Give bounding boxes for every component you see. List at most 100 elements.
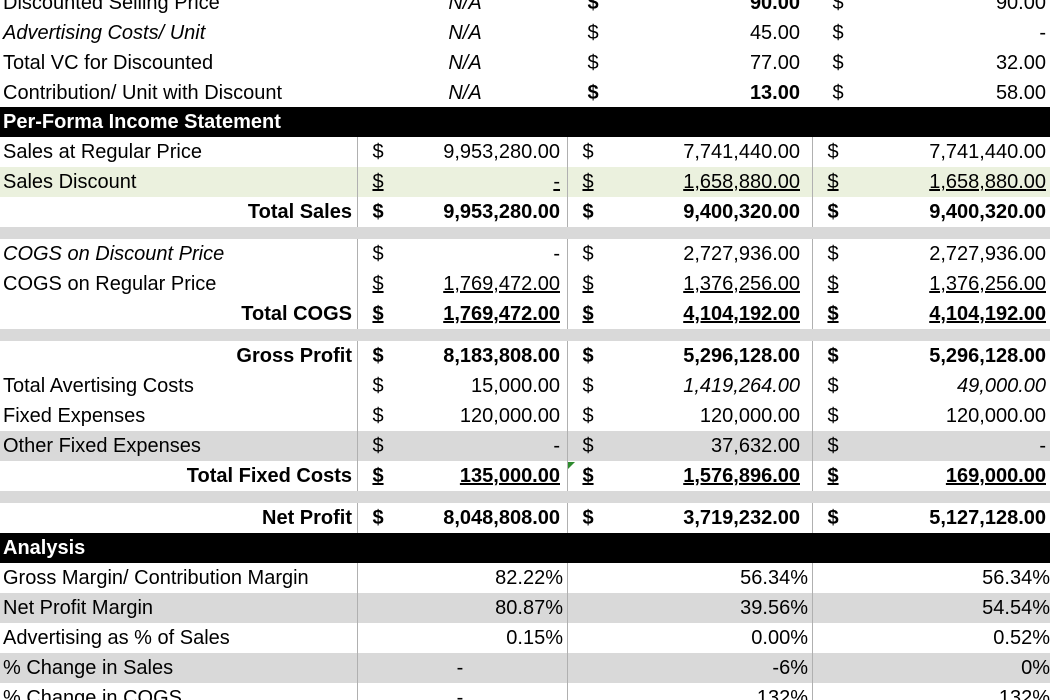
value-scenario-2[interactable]: 90.00 <box>749 0 800 14</box>
currency-symbol[interactable]: $ <box>582 243 594 265</box>
value-scenario-3[interactable]: 1,658,880.00 <box>929 171 1046 193</box>
currency-symbol[interactable]: $ <box>582 303 594 325</box>
value-scenario-1[interactable]: 80.87% <box>495 597 563 619</box>
currency-symbol[interactable]: $ <box>587 0 599 14</box>
currency-symbol[interactable]: $ <box>827 465 839 487</box>
currency-symbol[interactable]: $ <box>827 243 839 265</box>
currency-symbol[interactable]: $ <box>372 465 384 487</box>
value-scenario-3[interactable]: 132% <box>998 687 1050 700</box>
value-scenario-2[interactable]: 13.00 <box>749 82 800 104</box>
currency-symbol[interactable]: $ <box>827 345 839 367</box>
currency-symbol[interactable]: $ <box>827 405 839 427</box>
value-scenario-3[interactable]: - <box>1039 435 1046 457</box>
row-label[interactable]: Sales at Regular Price <box>3 141 202 163</box>
value-scenario-1[interactable]: 1,769,472.00 <box>443 273 560 295</box>
currency-symbol[interactable]: $ <box>832 52 844 74</box>
value-scenario-1[interactable]: 82.22% <box>495 567 563 589</box>
value-scenario-3[interactable]: 4,104,192.00 <box>929 303 1046 325</box>
value-scenario-2[interactable]: 1,419,264.00 <box>683 375 800 397</box>
currency-symbol[interactable]: $ <box>372 375 384 397</box>
row-label[interactable]: Gross Margin/ Contribution Margin <box>3 567 309 589</box>
row-label[interactable]: Advertising as % of Sales <box>3 627 230 649</box>
currency-symbol[interactable]: $ <box>827 141 839 163</box>
value-scenario-3[interactable]: 1,376,256.00 <box>929 273 1046 295</box>
row-label[interactable]: Discounted Selling Price <box>3 0 220 14</box>
value-scenario-2[interactable]: 0.00% <box>751 627 808 649</box>
value-scenario-2[interactable]: 120,000.00 <box>699 405 800 427</box>
value-scenario-1[interactable]: 0.15% <box>506 627 563 649</box>
currency-symbol[interactable]: $ <box>372 171 384 193</box>
value-scenario-3[interactable]: 5,296,128.00 <box>929 345 1046 367</box>
value-scenario-2[interactable]: 39.56% <box>740 597 808 619</box>
currency-symbol[interactable]: $ <box>827 201 839 223</box>
error-indicator-icon[interactable] <box>568 462 575 469</box>
value-scenario-3[interactable]: 58.00 <box>995 82 1046 104</box>
value-scenario-3[interactable]: 0% <box>1021 657 1050 679</box>
value-scenario-2[interactable]: 9,400,320.00 <box>683 201 800 223</box>
currency-symbol[interactable]: $ <box>582 435 594 457</box>
value-scenario-3[interactable]: 56.34% <box>982 567 1050 589</box>
value-scenario-1[interactable]: 120,000.00 <box>459 405 560 427</box>
currency-symbol[interactable]: $ <box>372 243 384 265</box>
currency-symbol[interactable]: $ <box>372 345 384 367</box>
currency-symbol[interactable]: $ <box>582 345 594 367</box>
currency-symbol[interactable]: $ <box>582 405 594 427</box>
value-scenario-3[interactable]: 2,727,936.00 <box>929 243 1046 265</box>
value-scenario-1[interactable]: 8,048,808.00 <box>443 507 560 529</box>
value-scenario-1[interactable]: 8,183,808.00 <box>443 345 560 367</box>
value-scenario-3[interactable]: 90.00 <box>995 0 1046 14</box>
value-scenario-3[interactable]: 7,741,440.00 <box>929 141 1046 163</box>
value-scenario-1[interactable]: N/A <box>448 52 482 74</box>
value-scenario-1[interactable]: 1,769,472.00 <box>443 303 560 325</box>
value-scenario-2[interactable]: 4,104,192.00 <box>683 303 800 325</box>
row-label[interactable]: Advertising Costs/ Unit <box>3 22 206 44</box>
value-scenario-1[interactable]: - <box>456 687 464 700</box>
currency-symbol[interactable]: $ <box>372 141 384 163</box>
row-label[interactable]: Total Avertising Costs <box>3 375 194 397</box>
row-label[interactable]: Other Fixed Expenses <box>3 435 201 457</box>
value-scenario-1[interactable]: N/A <box>448 22 482 44</box>
section-title[interactable]: Per-Forma Income Statement <box>3 111 281 133</box>
value-scenario-2[interactable]: 1,376,256.00 <box>683 273 800 295</box>
row-label[interactable]: COGS on Regular Price <box>3 273 217 295</box>
row-label[interactable]: Gross Profit <box>236 345 352 367</box>
currency-symbol[interactable]: $ <box>832 0 844 14</box>
value-scenario-1[interactable]: 9,953,280.00 <box>443 201 560 223</box>
value-scenario-2[interactable]: 132% <box>756 687 808 700</box>
value-scenario-2[interactable]: 3,719,232.00 <box>683 507 800 529</box>
currency-symbol[interactable]: $ <box>827 507 839 529</box>
currency-symbol[interactable]: $ <box>372 507 384 529</box>
currency-symbol[interactable]: $ <box>582 141 594 163</box>
currency-symbol[interactable]: $ <box>372 405 384 427</box>
row-label[interactable]: Net Profit Margin <box>3 597 154 619</box>
row-label[interactable]: % Change in Sales <box>3 657 174 679</box>
value-scenario-3[interactable]: 9,400,320.00 <box>929 201 1046 223</box>
currency-symbol[interactable]: $ <box>372 273 384 295</box>
value-scenario-3[interactable]: 54.54% <box>982 597 1050 619</box>
row-label[interactable]: Total COGS <box>241 303 352 325</box>
row-label[interactable]: Total VC for Discounted <box>3 52 214 74</box>
currency-symbol[interactable]: $ <box>582 375 594 397</box>
value-scenario-2[interactable]: 1,576,896.00 <box>683 465 800 487</box>
value-scenario-2[interactable]: 37,632.00 <box>711 435 800 457</box>
section-title[interactable]: Analysis <box>3 537 86 559</box>
value-scenario-1[interactable]: N/A <box>448 0 482 14</box>
value-scenario-1[interactable]: 9,953,280.00 <box>443 141 560 163</box>
value-scenario-3[interactable]: 169,000.00 <box>945 465 1046 487</box>
currency-symbol[interactable]: $ <box>582 171 594 193</box>
currency-symbol[interactable]: $ <box>832 82 844 104</box>
currency-symbol[interactable]: $ <box>587 82 599 104</box>
value-scenario-3[interactable]: 120,000.00 <box>945 405 1046 427</box>
value-scenario-1[interactable]: - <box>553 171 560 193</box>
currency-symbol[interactable]: $ <box>827 435 839 457</box>
row-label[interactable]: Net Profit <box>262 507 352 529</box>
currency-symbol[interactable]: $ <box>827 303 839 325</box>
row-label[interactable]: Total Sales <box>247 201 352 223</box>
value-scenario-2[interactable]: 77.00 <box>749 52 800 74</box>
value-scenario-3[interactable]: 32.00 <box>995 52 1046 74</box>
currency-symbol[interactable]: $ <box>832 22 844 44</box>
value-scenario-3[interactable]: 49,000.00 <box>957 375 1046 397</box>
row-label[interactable]: Sales Discount <box>3 171 137 193</box>
currency-symbol[interactable]: $ <box>582 273 594 295</box>
row-label[interactable]: COGS on Discount Price <box>3 243 225 265</box>
